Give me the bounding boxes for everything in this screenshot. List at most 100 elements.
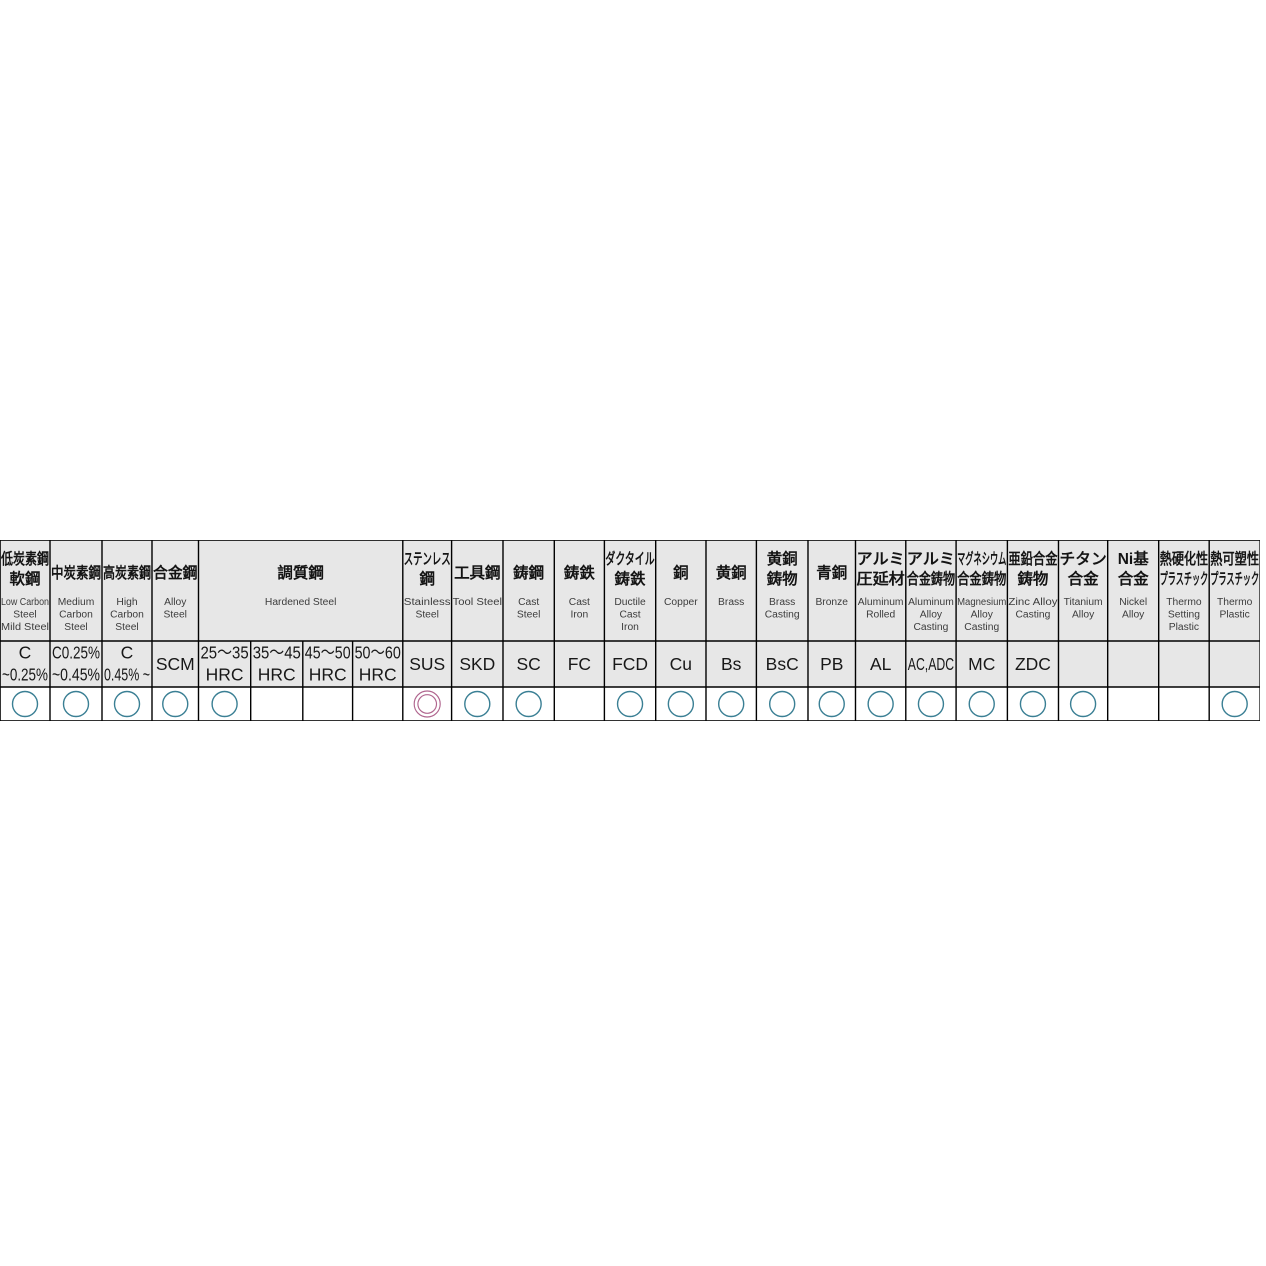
svg-text:AC,ADC: AC,ADC: [908, 654, 954, 674]
svg-text:Aluminum: Aluminum: [858, 597, 904, 608]
svg-text:プラスチック: プラスチック: [1160, 569, 1208, 588]
svg-text:鋳鋼: 鋳鋼: [513, 563, 544, 582]
svg-text:Casting: Casting: [914, 622, 949, 633]
svg-text:Alloy: Alloy: [1072, 609, 1095, 620]
svg-text:0.45% ~: 0.45% ~: [104, 664, 150, 684]
svg-text:Cu: Cu: [670, 654, 692, 674]
svg-text:C: C: [19, 642, 32, 662]
svg-text:Low Carbon: Low Carbon: [1, 597, 49, 608]
svg-text:Setting: Setting: [1168, 609, 1200, 620]
svg-text:~0.25%: ~0.25%: [2, 664, 48, 684]
svg-text:Zinc Alloy: Zinc Alloy: [1008, 597, 1058, 608]
svg-text:Titanium: Titanium: [1064, 597, 1103, 608]
svg-text:C: C: [121, 642, 134, 662]
svg-text:Hardened Steel: Hardened Steel: [265, 597, 336, 608]
svg-text:Medium: Medium: [58, 597, 95, 608]
svg-text:中炭素鋼: 中炭素鋼: [51, 563, 101, 582]
svg-text:SKD: SKD: [459, 654, 495, 674]
svg-text:Brass: Brass: [769, 597, 795, 608]
svg-text:Alloy: Alloy: [920, 609, 943, 620]
svg-text:軟鋼: 軟鋼: [10, 569, 41, 588]
svg-text:Ductile: Ductile: [614, 597, 646, 608]
svg-text:35～45: 35～45: [253, 642, 301, 662]
svg-text:黄銅: 黄銅: [716, 563, 747, 582]
svg-text:Bronze: Bronze: [815, 597, 848, 608]
svg-text:鋳鉄: 鋳鉄: [564, 563, 595, 582]
svg-text:ダクタイル: ダクタイル: [605, 549, 655, 568]
svg-text:Cast: Cast: [518, 597, 539, 608]
svg-text:Magnesium: Magnesium: [957, 597, 1006, 608]
svg-text:HRC: HRC: [309, 664, 347, 684]
svg-text:25～35: 25～35: [200, 642, 248, 662]
svg-text:マグネシウム: マグネシウム: [957, 549, 1006, 568]
svg-text:合金: 合金: [1118, 569, 1149, 588]
svg-text:Casting: Casting: [765, 609, 800, 620]
svg-text:Plastic: Plastic: [1220, 609, 1250, 620]
svg-text:Steel: Steel: [164, 609, 187, 620]
svg-text:Cast: Cast: [569, 597, 590, 608]
svg-text:銅: 銅: [673, 563, 688, 582]
svg-text:熱可塑性: 熱可塑性: [1210, 549, 1259, 568]
svg-text:Thermo: Thermo: [1166, 597, 1202, 608]
svg-text:Alloy: Alloy: [164, 597, 187, 608]
svg-text:Carbon: Carbon: [59, 609, 93, 620]
svg-text:Ni基: Ni基: [1118, 549, 1149, 568]
svg-text:チタン: チタン: [1059, 550, 1106, 568]
svg-text:Bs: Bs: [721, 654, 742, 674]
svg-text:Alloy: Alloy: [1122, 609, 1145, 620]
svg-text:Steel: Steel: [517, 609, 540, 620]
svg-text:HRC: HRC: [206, 664, 244, 684]
svg-text:Steel: Steel: [115, 622, 138, 633]
svg-text:SC: SC: [516, 654, 540, 674]
svg-text:SUS: SUS: [409, 654, 445, 674]
svg-text:HRC: HRC: [359, 664, 397, 684]
svg-text:調質鋼: 調質鋼: [277, 563, 323, 582]
svg-text:高炭素鋼: 高炭素鋼: [103, 563, 151, 582]
svg-text:Stainless: Stainless: [404, 597, 451, 608]
svg-text:Iron: Iron: [570, 609, 588, 620]
svg-text:HRC: HRC: [258, 664, 296, 684]
svg-text:合金: 合金: [1068, 569, 1099, 588]
svg-text:Brass: Brass: [718, 597, 744, 608]
svg-text:Steel: Steel: [13, 609, 36, 620]
svg-text:圧延材: 圧延材: [856, 569, 905, 588]
svg-text:Steel: Steel: [415, 609, 438, 620]
svg-text:合金鋼: 合金鋼: [153, 563, 197, 582]
svg-text:Iron: Iron: [621, 622, 639, 633]
svg-text:Plastic: Plastic: [1169, 622, 1199, 633]
svg-text:鋼: 鋼: [418, 569, 434, 588]
svg-text:Alloy: Alloy: [971, 609, 994, 620]
svg-text:Steel: Steel: [64, 622, 87, 633]
svg-text:Mild Steel: Mild Steel: [1, 622, 49, 633]
svg-text:High: High: [116, 597, 137, 608]
svg-text:合金鋳物: 合金鋳物: [907, 569, 956, 588]
svg-text:アルミ: アルミ: [907, 551, 955, 568]
svg-text:青銅: 青銅: [816, 563, 847, 582]
svg-text:Aluminum: Aluminum: [908, 597, 954, 608]
svg-text:AL: AL: [870, 654, 892, 674]
svg-text:低炭素鋼: 低炭素鋼: [0, 549, 49, 568]
svg-text:黄銅: 黄銅: [767, 549, 798, 568]
svg-text:アルミ: アルミ: [856, 551, 904, 568]
svg-text:合金鋳物: 合金鋳物: [957, 569, 1007, 588]
svg-text:50～60: 50～60: [355, 642, 401, 662]
svg-text:鋳鉄: 鋳鉄: [615, 569, 646, 588]
svg-text:BsC: BsC: [766, 654, 799, 674]
svg-text:Casting: Casting: [964, 622, 999, 633]
svg-text:~0.45%: ~0.45%: [52, 664, 100, 684]
svg-text:PB: PB: [820, 654, 843, 674]
svg-text:Casting: Casting: [1016, 609, 1051, 620]
svg-text:工具鋼: 工具鋼: [454, 563, 500, 582]
svg-text:FCD: FCD: [612, 654, 648, 674]
svg-text:Copper: Copper: [664, 597, 698, 608]
svg-text:Carbon: Carbon: [110, 609, 144, 620]
svg-text:熱硬化性: 熱硬化性: [1160, 549, 1208, 568]
svg-text:MC: MC: [968, 654, 995, 674]
svg-text:FC: FC: [568, 654, 591, 674]
svg-text:プラスチック: プラスチック: [1210, 569, 1259, 588]
svg-text:Nickel: Nickel: [1119, 597, 1147, 608]
svg-text:Cast: Cast: [619, 609, 640, 620]
svg-text:ZDC: ZDC: [1015, 654, 1051, 674]
svg-text:亜鉛合金: 亜鉛合金: [1008, 549, 1058, 568]
svg-text:ステンレス: ステンレス: [404, 551, 451, 568]
